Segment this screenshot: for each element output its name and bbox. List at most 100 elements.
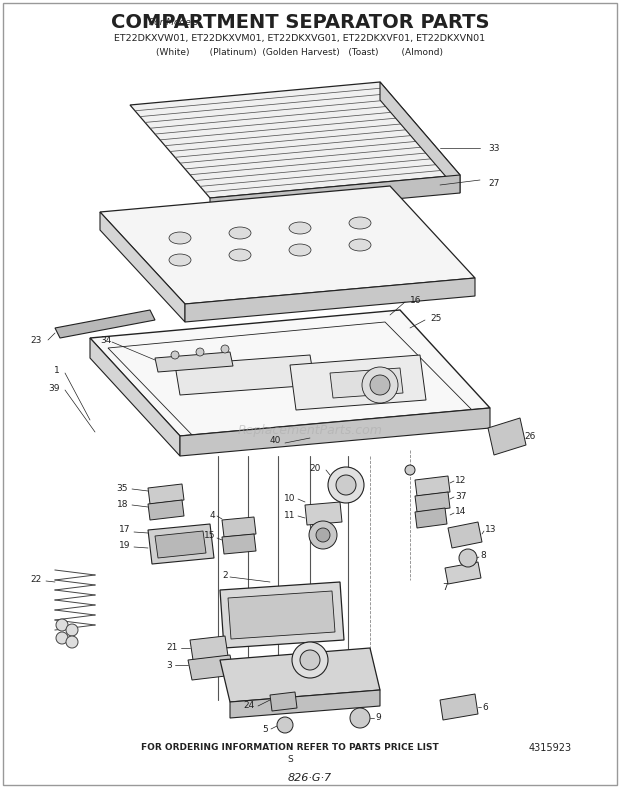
- Text: 25: 25: [430, 314, 441, 322]
- Polygon shape: [220, 582, 344, 648]
- Polygon shape: [230, 690, 380, 718]
- Circle shape: [66, 624, 78, 636]
- Circle shape: [316, 528, 330, 542]
- Polygon shape: [415, 508, 447, 528]
- Text: S: S: [287, 756, 293, 764]
- Text: 40: 40: [269, 436, 281, 444]
- Text: 7: 7: [442, 583, 448, 593]
- Polygon shape: [488, 418, 526, 455]
- Polygon shape: [305, 502, 342, 525]
- Ellipse shape: [169, 232, 191, 244]
- Polygon shape: [148, 500, 184, 520]
- Circle shape: [196, 348, 204, 356]
- Ellipse shape: [169, 254, 191, 266]
- Polygon shape: [415, 476, 450, 496]
- Ellipse shape: [349, 217, 371, 229]
- Text: 4315923: 4315923: [528, 743, 572, 753]
- Polygon shape: [222, 534, 256, 554]
- Circle shape: [300, 650, 320, 670]
- Polygon shape: [440, 694, 478, 720]
- Circle shape: [56, 632, 68, 644]
- Polygon shape: [175, 355, 315, 395]
- Text: 17: 17: [118, 526, 130, 534]
- Text: 21: 21: [167, 644, 178, 652]
- Polygon shape: [222, 517, 256, 537]
- Text: 4: 4: [210, 511, 215, 519]
- Polygon shape: [180, 408, 490, 456]
- Polygon shape: [148, 524, 214, 564]
- Polygon shape: [100, 212, 185, 322]
- Text: 22: 22: [31, 575, 42, 585]
- Polygon shape: [155, 352, 233, 372]
- Text: (White)       (Platinum)  (Golden Harvest)   (Toast)        (Almond): (White) (Platinum) (Golden Harvest) (Toa…: [156, 47, 443, 57]
- Circle shape: [336, 475, 356, 495]
- Polygon shape: [415, 492, 450, 512]
- Text: ET22DKXVW01, ET22DKXVM01, ET22DKXVG01, ET22DKXVF01, ET22DKXVN01: ET22DKXVW01, ET22DKXVM01, ET22DKXVG01, E…: [115, 34, 485, 43]
- Polygon shape: [380, 82, 460, 193]
- Text: 10: 10: [283, 493, 295, 503]
- Ellipse shape: [289, 222, 311, 234]
- Polygon shape: [330, 368, 403, 398]
- Polygon shape: [270, 692, 297, 711]
- Circle shape: [277, 717, 293, 733]
- Circle shape: [66, 636, 78, 648]
- Text: 33: 33: [488, 143, 500, 153]
- Circle shape: [56, 619, 68, 631]
- Circle shape: [370, 375, 390, 395]
- Polygon shape: [130, 82, 460, 198]
- Polygon shape: [148, 484, 184, 504]
- Circle shape: [362, 367, 398, 403]
- Polygon shape: [90, 338, 180, 456]
- Text: 5: 5: [262, 726, 268, 734]
- Text: 24: 24: [244, 701, 255, 709]
- Text: 12: 12: [455, 475, 466, 485]
- Text: 16: 16: [410, 296, 422, 304]
- Text: 3: 3: [166, 660, 172, 670]
- Text: COMPARTMENT SEPARATOR PARTS: COMPARTMENT SEPARATOR PARTS: [111, 13, 489, 32]
- Ellipse shape: [229, 227, 251, 239]
- Text: 9: 9: [375, 713, 381, 723]
- Text: For Models:: For Models:: [149, 17, 201, 27]
- Polygon shape: [185, 278, 475, 322]
- Text: 18: 18: [117, 500, 128, 508]
- Circle shape: [405, 465, 415, 475]
- Circle shape: [459, 549, 477, 567]
- Polygon shape: [90, 310, 490, 436]
- Circle shape: [171, 351, 179, 359]
- Text: 20: 20: [309, 463, 321, 473]
- Text: 14: 14: [455, 507, 466, 516]
- Text: 11: 11: [283, 511, 295, 519]
- Circle shape: [328, 467, 364, 503]
- Text: 23: 23: [30, 336, 42, 344]
- Polygon shape: [210, 175, 460, 216]
- Polygon shape: [155, 531, 206, 558]
- Text: 26: 26: [524, 432, 536, 440]
- Text: 13: 13: [485, 526, 497, 534]
- Ellipse shape: [349, 239, 371, 251]
- Ellipse shape: [229, 249, 251, 261]
- Text: ReplacementParts.com: ReplacementParts.com: [237, 423, 383, 437]
- Text: 826·G·7: 826·G·7: [288, 773, 332, 783]
- Polygon shape: [445, 562, 481, 584]
- Text: FOR ORDERING INFORMATION REFER TO PARTS PRICE LIST: FOR ORDERING INFORMATION REFER TO PARTS …: [141, 744, 439, 753]
- Text: 39: 39: [48, 384, 60, 392]
- Polygon shape: [220, 648, 380, 702]
- Text: 2: 2: [222, 571, 228, 579]
- Circle shape: [309, 521, 337, 549]
- Text: 1: 1: [55, 366, 60, 374]
- Circle shape: [350, 708, 370, 728]
- Text: 19: 19: [118, 541, 130, 549]
- Polygon shape: [228, 591, 335, 639]
- Polygon shape: [448, 522, 482, 548]
- Polygon shape: [290, 355, 426, 410]
- Text: 37: 37: [455, 492, 466, 500]
- Polygon shape: [100, 186, 475, 304]
- Circle shape: [292, 642, 328, 678]
- Text: 27: 27: [488, 179, 499, 188]
- Text: 8: 8: [480, 552, 485, 560]
- Polygon shape: [190, 636, 228, 660]
- Ellipse shape: [289, 244, 311, 256]
- Circle shape: [221, 345, 229, 353]
- Text: 35: 35: [117, 484, 128, 492]
- Text: 6: 6: [482, 702, 488, 712]
